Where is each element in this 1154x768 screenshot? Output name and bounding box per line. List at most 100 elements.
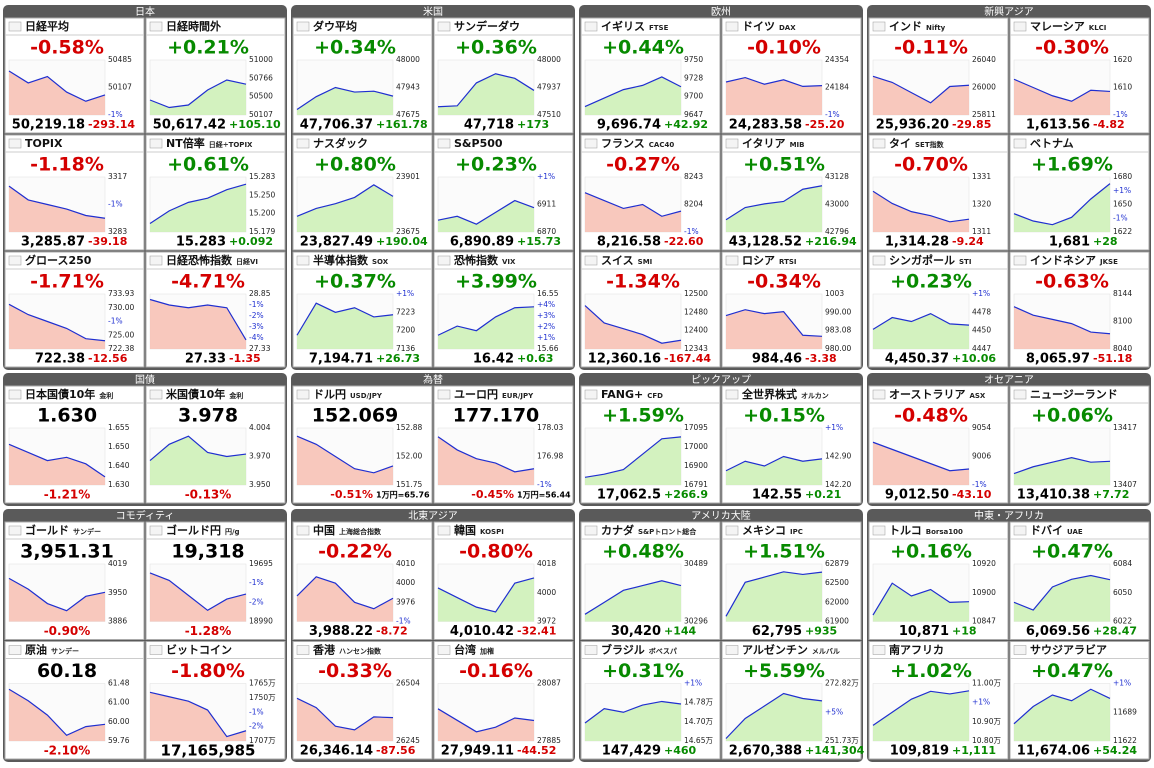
flag-icon [8,138,22,149]
axis-label: 24184 [825,83,849,92]
trend-area [585,580,681,622]
axis-label: 50107 [249,110,273,119]
card-name: 日経恐怖指数 [166,253,233,267]
card-code: 加権 [479,647,494,656]
card-big: -0.70% [894,154,968,176]
flag-icon [296,645,310,655]
card-price: 47,706.37 [300,118,373,133]
card-big: +0.47% [1031,660,1113,682]
card-name: ゴールド円 [166,523,221,537]
card-diff: +460 [664,744,697,757]
card-big: -0.34% [747,271,821,293]
flag-icon [296,389,310,400]
card-name: ユーロ円 [454,388,498,401]
card-name: ビットコイン [166,643,232,657]
axis-label: +1% [1113,186,1131,195]
card-big: -0.16% [459,660,533,682]
card-big: +0.06% [1031,405,1113,427]
trend-line [296,302,394,336]
card-name: ロシア [742,254,775,267]
axis-label: 62500 [825,578,849,587]
trend-area [150,299,246,349]
trend-area [873,191,969,232]
axis-label: 26245 [396,736,420,745]
card-name: サウジアラビア [1030,643,1107,657]
axis-label: 1003 [825,289,844,298]
card-name: イギリス [601,19,645,33]
axis-label: 1.650 [108,442,130,451]
flag-icon [8,645,22,655]
card-big: -1.18% [30,154,104,176]
axis-label: +1% [537,333,555,342]
axis-label: 50766 [249,73,273,82]
axis-label: 50485 [108,55,132,64]
flag-icon [1013,21,1027,32]
axis-label: 7200 [396,326,415,335]
flag-icon [584,255,598,266]
card-code: Borsa100 [926,528,963,536]
trend-area [585,436,681,485]
card-name: 日経平均 [25,19,69,33]
trend-line [437,708,535,733]
axis-label: 15.200 [249,209,275,218]
card-big: +0.80% [314,154,396,176]
card-diff: +28 [1093,235,1118,248]
axis-label: 3.970 [249,452,271,461]
axis-label: 27885 [537,736,561,745]
axis-label: 4019 [108,559,127,568]
axis-label: 3972 [537,617,556,626]
card-code: MIB [790,141,805,149]
axis-label: -1% [108,200,123,209]
card-price: 11,674.06 [1017,744,1090,759]
card-name: ベトナム [1030,137,1074,150]
axis-label: 1331 [972,172,991,181]
axis-label: +1% [684,679,702,688]
axis-label: 4450 [972,326,991,335]
card-big: -0.80% [459,541,533,563]
card-name: 米国債10年 [165,387,225,401]
card-big: +1.02% [890,660,972,682]
axis-label: 47943 [396,83,420,92]
card-price: 3,285.87 [21,235,85,250]
trend-line [149,435,247,462]
card-name: 日本国債10年 [25,387,95,401]
flag-icon [437,255,451,266]
card-name: 原油 [25,643,47,657]
trend-line [725,185,823,221]
trend-area [438,73,534,115]
axis-label: 42796 [825,227,849,236]
card-big: +3.99% [455,271,537,293]
trend-area [9,578,105,622]
card-bottom: -2.10% [44,744,91,758]
trend-line [725,76,823,88]
card-big: +5.59% [743,660,825,682]
card-big: +0.21% [167,37,249,59]
group-title: 欧州 [711,6,731,18]
card-price: 1,681 [1049,235,1090,250]
axis-label: 13407 [1113,480,1137,489]
axis-label: 12343 [684,344,708,353]
card-name: TOPIX [25,137,63,150]
axis-label: 14.78万 [684,698,713,707]
axis-label: 50107 [108,83,132,92]
card-bottom: -1.21% [44,488,91,502]
card-price: 722.38 [35,352,85,367]
axis-label: 43128 [825,172,849,181]
card-code: サンデー [73,527,101,536]
flag-icon [149,21,163,32]
card-price: 9,012.50 [885,488,949,503]
trend-line [437,73,535,108]
trend-line [296,697,394,731]
card-diff: +190.04 [376,235,428,248]
flag-icon [8,21,22,32]
trend-area [873,583,969,622]
card-big: +0.23% [455,154,537,176]
axis-label: 3.950 [249,480,271,489]
axis-label: 1765万 [249,679,276,688]
card-price: 26,346.14 [300,744,373,759]
axis-label: 272.82万 [825,679,859,688]
card-price: 17,062.5 [597,488,661,503]
axis-label: -1% [249,300,264,309]
axis-label: 4000 [537,588,556,597]
